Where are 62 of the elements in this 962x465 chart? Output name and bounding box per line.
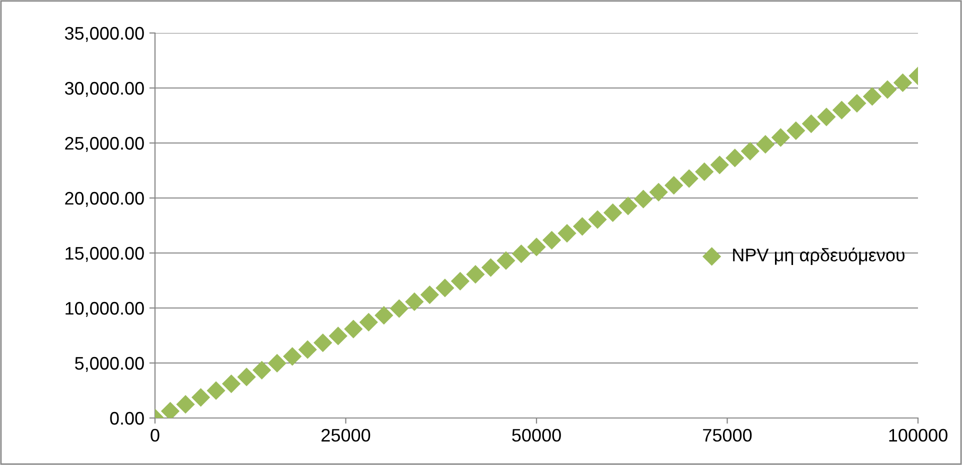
point <box>558 224 576 243</box>
point <box>786 121 806 140</box>
point <box>848 94 866 113</box>
x-tick-label: 75000 <box>703 428 752 442</box>
y-tick-label: 20,000.00 <box>65 192 144 207</box>
point <box>328 326 348 346</box>
point <box>832 100 852 120</box>
point <box>206 381 226 400</box>
point <box>618 196 638 216</box>
point <box>862 87 882 106</box>
point <box>649 182 668 202</box>
point <box>710 156 729 174</box>
point <box>374 306 394 325</box>
point <box>268 354 286 373</box>
point <box>359 312 378 332</box>
point <box>664 176 684 195</box>
point <box>481 258 500 277</box>
point <box>496 251 516 270</box>
y-tick-label: 0.00 <box>110 412 144 425</box>
y-tick-label: 5,000.00 <box>75 356 144 372</box>
point <box>252 360 272 380</box>
point <box>817 108 836 126</box>
x-tick-label: 50000 <box>512 428 561 442</box>
y-tick-label: 35,000.00 <box>64 26 144 42</box>
x-tick-label: 100000 <box>889 428 948 442</box>
point <box>726 148 744 168</box>
point <box>466 265 485 284</box>
point <box>771 128 790 147</box>
y-tick-label: 30,000.00 <box>64 82 144 97</box>
point <box>572 217 592 236</box>
point <box>512 244 531 264</box>
y-tick-label: 15,000.00 <box>66 246 144 262</box>
point <box>680 169 698 188</box>
point <box>450 272 470 290</box>
point <box>634 190 653 208</box>
point <box>802 114 820 134</box>
point <box>176 395 195 414</box>
point <box>344 320 363 338</box>
point <box>283 347 302 366</box>
point <box>191 388 210 407</box>
point <box>298 340 317 359</box>
y-tick-label: 25,000.00 <box>65 136 144 152</box>
point <box>893 73 912 92</box>
point <box>420 285 439 304</box>
point <box>237 368 256 386</box>
legend-label: NPV μη αρδευόμενου <box>733 248 904 265</box>
point <box>222 374 241 394</box>
point <box>314 333 332 352</box>
point <box>740 142 760 160</box>
point <box>756 135 775 154</box>
point <box>878 80 897 99</box>
x-tick-label: 25000 <box>322 428 370 442</box>
y-tick-label: 10,000.00 <box>66 302 144 317</box>
point <box>695 162 714 182</box>
point <box>436 278 454 298</box>
point <box>542 230 562 250</box>
x-tick-label: 0 <box>150 428 160 442</box>
point <box>390 299 408 318</box>
point <box>603 203 622 222</box>
point <box>527 238 546 256</box>
point <box>405 292 424 312</box>
point <box>588 210 607 229</box>
